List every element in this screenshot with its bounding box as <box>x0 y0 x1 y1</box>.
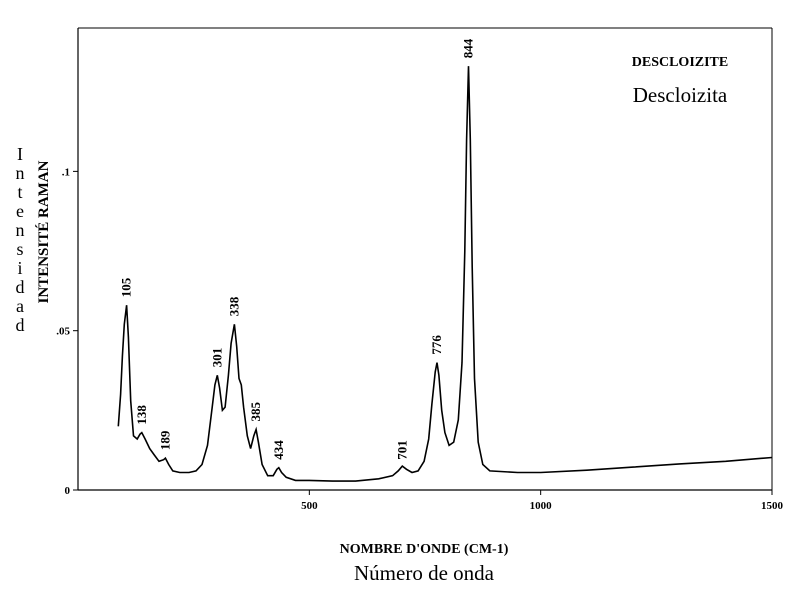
peak-label: 105 <box>119 277 134 297</box>
y-axis-label-secondary-letter: t <box>17 182 22 202</box>
x-tick-label: 1000 <box>530 500 553 512</box>
y-axis-ticks: 0 .05 .1 <box>56 166 78 497</box>
peak-label: 138 <box>134 405 149 425</box>
x-tick-label: 1500 <box>761 500 784 512</box>
x-tick-label: 500 <box>301 500 318 512</box>
chart-title: DESCLOIZITE <box>632 55 728 70</box>
spectrum-line <box>117 66 773 482</box>
y-axis-label-secondary-letter: a <box>16 296 24 316</box>
y-axis-label-secondary-letter: e <box>16 201 24 221</box>
chart-subtitle: Descloizita <box>633 83 728 107</box>
x-axis-ticks: 500 1000 1500 <box>301 490 784 512</box>
y-axis-label-secondary-letter: n <box>16 163 25 183</box>
peak-label: 385 <box>248 402 263 422</box>
y-axis-label-secondary-letter: n <box>16 220 25 240</box>
y-tick-label: 0 <box>65 485 71 497</box>
peak-label: 434 <box>271 440 286 460</box>
y-axis-label-secondary-letter: I <box>17 144 23 164</box>
peak-label: 776 <box>429 335 444 355</box>
peak-label: 189 <box>157 430 172 450</box>
x-axis-label-secondary: Número de onda <box>354 561 495 585</box>
y-tick-label: .1 <box>62 166 70 178</box>
y-axis-label: INTENSITÉ RAMAN <box>35 160 52 303</box>
peak-label: 301 <box>209 348 224 368</box>
y-axis-label-secondary-letter: d <box>16 277 25 297</box>
x-axis-label: NOMBRE D'ONDE (CM-1) <box>340 542 509 557</box>
y-tick-label: .05 <box>56 326 70 338</box>
y-axis-label-secondary-letter: d <box>16 315 25 335</box>
y-axis-label-secondary-letter: i <box>17 258 22 278</box>
peak-label: 844 <box>461 38 476 58</box>
y-axis-label-secondary-letter: s <box>16 239 23 259</box>
peak-labels: 105 138 189 301 338 385 434 701 776 844 <box>119 38 476 460</box>
peak-label: 338 <box>226 296 241 316</box>
peak-label: 701 <box>394 440 409 460</box>
